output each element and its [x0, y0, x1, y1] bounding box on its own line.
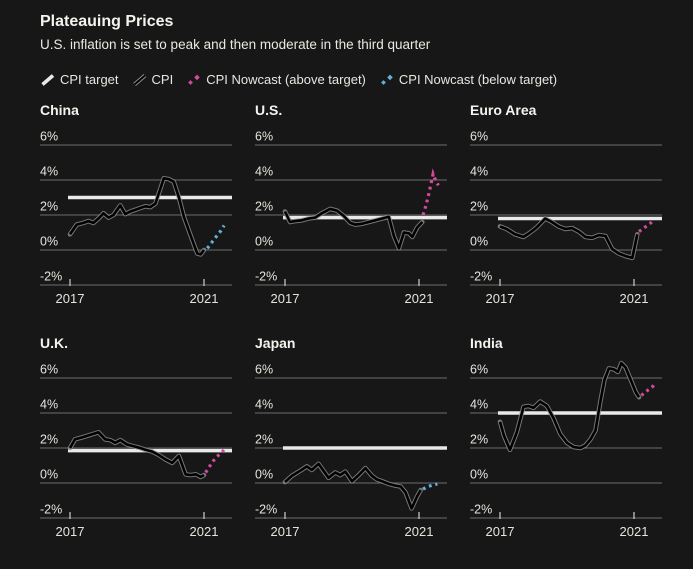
chart-panel-india: India 6% 4% 2% 0% -2% 2017 2021 [470, 335, 662, 544]
cpi-nowcast-line-above [421, 168, 440, 216]
chart-plot: 6% 4% 2% 0% -2% 2017 2021 [255, 363, 447, 539]
y-tick-label: 6% [470, 130, 488, 144]
chart-panel-u-k: U.K. 6% 4% 2% 0% -2% 2017 2021 [40, 335, 232, 544]
cpi-nowcast-line-above [204, 448, 226, 474]
legend-label: CPI [151, 72, 174, 87]
x-tick-label: 2017 [56, 524, 85, 539]
y-tick-label: 4% [40, 398, 58, 412]
nowcast-below-icon [380, 74, 393, 85]
x-tick-label: 2021 [190, 524, 219, 539]
y-tick-label: 0% [40, 235, 58, 249]
chart-plot: 6% 4% 2% 0% -2% 2017 2021 [40, 130, 232, 306]
y-tick-label: 0% [255, 235, 273, 249]
nowcast-above-icon [188, 74, 201, 85]
page-subtitle: U.S. inflation is set to peak and then m… [40, 37, 431, 52]
cpi-line [68, 431, 205, 479]
y-tick-label: 6% [470, 363, 488, 377]
chart-title: U.S. [255, 102, 283, 118]
y-tick-label: 4% [470, 165, 488, 179]
x-tick-label: 2021 [190, 291, 219, 306]
y-tick-label: 0% [470, 235, 488, 249]
y-tick-label: 6% [255, 130, 273, 144]
cpi-nowcast-line-above [638, 219, 656, 233]
legend-item-nowcast-above: CPI Nowcast (above target) [186, 72, 366, 87]
chart-title: India [470, 335, 503, 351]
page-title: Plateauing Prices [40, 13, 174, 30]
y-tick-label: -2% [255, 270, 277, 284]
cpi-nowcast-line-below [206, 224, 226, 250]
x-tick-label: 2021 [620, 524, 649, 539]
cpi-nowcast-line-below [422, 482, 438, 491]
y-tick-label: 0% [470, 468, 488, 482]
legend-item-cpi-target: CPI target [40, 72, 119, 87]
cpi-line [283, 207, 424, 250]
y-tick-label: 2% [255, 200, 273, 214]
inflation-dashboard: Plateauing Prices U.S. inflation is set … [40, 12, 693, 544]
chart-panel-japan: Japan 6% 4% 2% 0% -2% 2017 2021 [255, 335, 447, 544]
y-tick-label: -2% [470, 503, 492, 517]
chart-title: U.K. [40, 335, 68, 351]
legend-item-cpi: CPI [132, 72, 174, 87]
x-tick-label: 2017 [486, 524, 515, 539]
y-tick-label: 2% [470, 200, 488, 214]
x-tick-label: 2017 [486, 291, 515, 306]
y-tick-label: -2% [40, 270, 62, 284]
chart-plot: 6% 4% 2% 0% -2% 2017 2021 [255, 130, 447, 306]
x-tick-label: 2021 [405, 524, 434, 539]
x-tick-label: 2017 [56, 291, 85, 306]
y-tick-label: 6% [255, 363, 273, 377]
cpi-nowcast-line-above [640, 383, 656, 397]
legend-label: CPI target [60, 72, 119, 87]
cpi-line [284, 462, 422, 510]
y-tick-label: 6% [40, 363, 58, 377]
x-tick-label: 2017 [271, 524, 300, 539]
chart-title: China [40, 102, 79, 118]
chart-panel-u-s: U.S. 6% 4% 2% 0% -2% 2017 2021 [255, 102, 447, 311]
chart-panel-china: China 6% 4% 2% 0% -2% 2017 2021 [40, 102, 232, 311]
y-tick-label: 0% [255, 468, 273, 482]
chart-title: Japan [255, 335, 296, 351]
x-tick-label: 2021 [405, 291, 434, 306]
chart-panel-euro-area: Euro Area 6% 4% 2% 0% -2% 2017 2021 [470, 102, 662, 311]
chart-plot: 6% 4% 2% 0% -2% 2017 2021 [40, 363, 232, 539]
cpi-target-line-icon [41, 73, 55, 86]
cpi-line [498, 361, 641, 452]
y-tick-label: 2% [40, 200, 58, 214]
legend-item-nowcast-below: CPI Nowcast (below target) [379, 72, 557, 87]
y-tick-label: 4% [40, 165, 58, 179]
x-tick-label: 2017 [271, 291, 300, 306]
y-tick-label: 4% [470, 398, 488, 412]
cpi-line [68, 176, 206, 256]
legend-label: CPI Nowcast (above target) [206, 72, 366, 87]
chart-plot: 6% 4% 2% 0% -2% 2017 2021 [470, 130, 662, 306]
y-tick-label: 4% [255, 165, 273, 179]
chart-title: Euro Area [470, 102, 537, 118]
y-tick-label: 4% [255, 398, 273, 412]
y-tick-label: 2% [255, 433, 273, 447]
y-tick-label: 2% [40, 433, 58, 447]
chart-plot: 6% 4% 2% 0% -2% 2017 2021 [470, 360, 662, 539]
y-tick-label: -2% [40, 503, 62, 517]
legend-label: CPI Nowcast (below target) [398, 72, 558, 87]
legend: CPI target CPI CPI Nowcast (above target… [40, 72, 693, 87]
x-tick-label: 2021 [620, 291, 649, 306]
y-tick-label: 6% [40, 130, 58, 144]
chart-header: Plateauing Prices U.S. inflation is set … [40, 12, 693, 52]
cpi-line [499, 217, 639, 260]
y-tick-label: -2% [255, 503, 277, 517]
cpi-line-icon [132, 73, 146, 86]
y-tick-label: 0% [40, 468, 58, 482]
y-tick-label: 2% [470, 433, 488, 447]
y-tick-label: -2% [470, 270, 492, 284]
charts-grid: China 6% 4% 2% 0% -2% 2017 2021 U.S. 6% 4% 2% 0% -2% 2… [40, 102, 693, 544]
cpi-line-halo [497, 360, 642, 453]
